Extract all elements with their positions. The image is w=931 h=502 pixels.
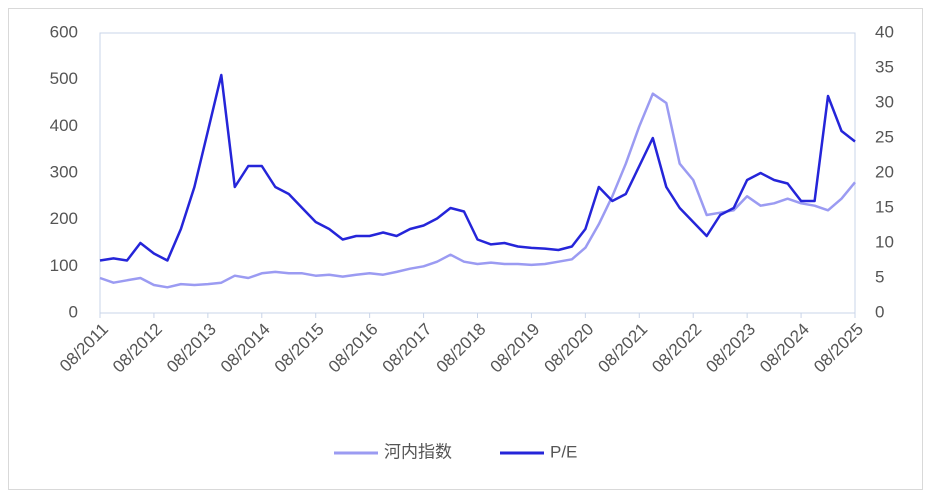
y2-tick-label: 25 (875, 127, 894, 146)
y-tick-label: 200 (50, 209, 78, 228)
x-tick-label: 08/2015 (271, 320, 328, 377)
x-tick-label: 08/2017 (379, 320, 436, 377)
y2-tick-label: 35 (875, 57, 894, 76)
x-tick-label: 08/2022 (648, 320, 705, 377)
y-tick-label: 300 (50, 162, 78, 181)
y-tick-label: 500 (50, 69, 78, 88)
x-tick-label: 08/2025 (810, 320, 867, 377)
y2-tick-label: 30 (875, 92, 894, 111)
y2-tick-label: 20 (875, 162, 894, 181)
x-tick-label: 08/2021 (594, 320, 651, 377)
x-tick-label: 08/2012 (109, 320, 166, 377)
plot-area (99, 32, 856, 314)
y2-tick-label: 10 (875, 232, 894, 251)
x-tick-label: 08/2011 (56, 320, 112, 376)
x-tick-label: 08/2016 (325, 320, 382, 377)
y-tick-label: 600 (50, 22, 78, 41)
x-tick-label: 08/2019 (487, 320, 544, 377)
y2-tick-label: 0 (875, 302, 884, 321)
x-tick-label: 08/2020 (540, 320, 597, 377)
legend-label: 河内指数 (384, 442, 452, 461)
chart-frame (8, 8, 923, 490)
legend-label: P/E (550, 442, 577, 461)
series-line (99, 73, 856, 262)
y-tick-label: 400 (50, 116, 78, 135)
x-tick-label: 08/2014 (217, 320, 274, 377)
y-tick-label: 0 (69, 302, 78, 321)
x-tick-label: 08/2024 (756, 320, 813, 377)
y2-tick-label: 40 (875, 22, 894, 41)
x-tick-label: 08/2018 (433, 320, 490, 377)
y2-tick-label: 5 (875, 267, 884, 286)
y-tick-label: 100 (50, 256, 78, 275)
y2-tick-label: 15 (875, 197, 894, 216)
x-tick-label: 08/2023 (702, 320, 759, 377)
x-tick-label: 08/2013 (163, 320, 220, 377)
